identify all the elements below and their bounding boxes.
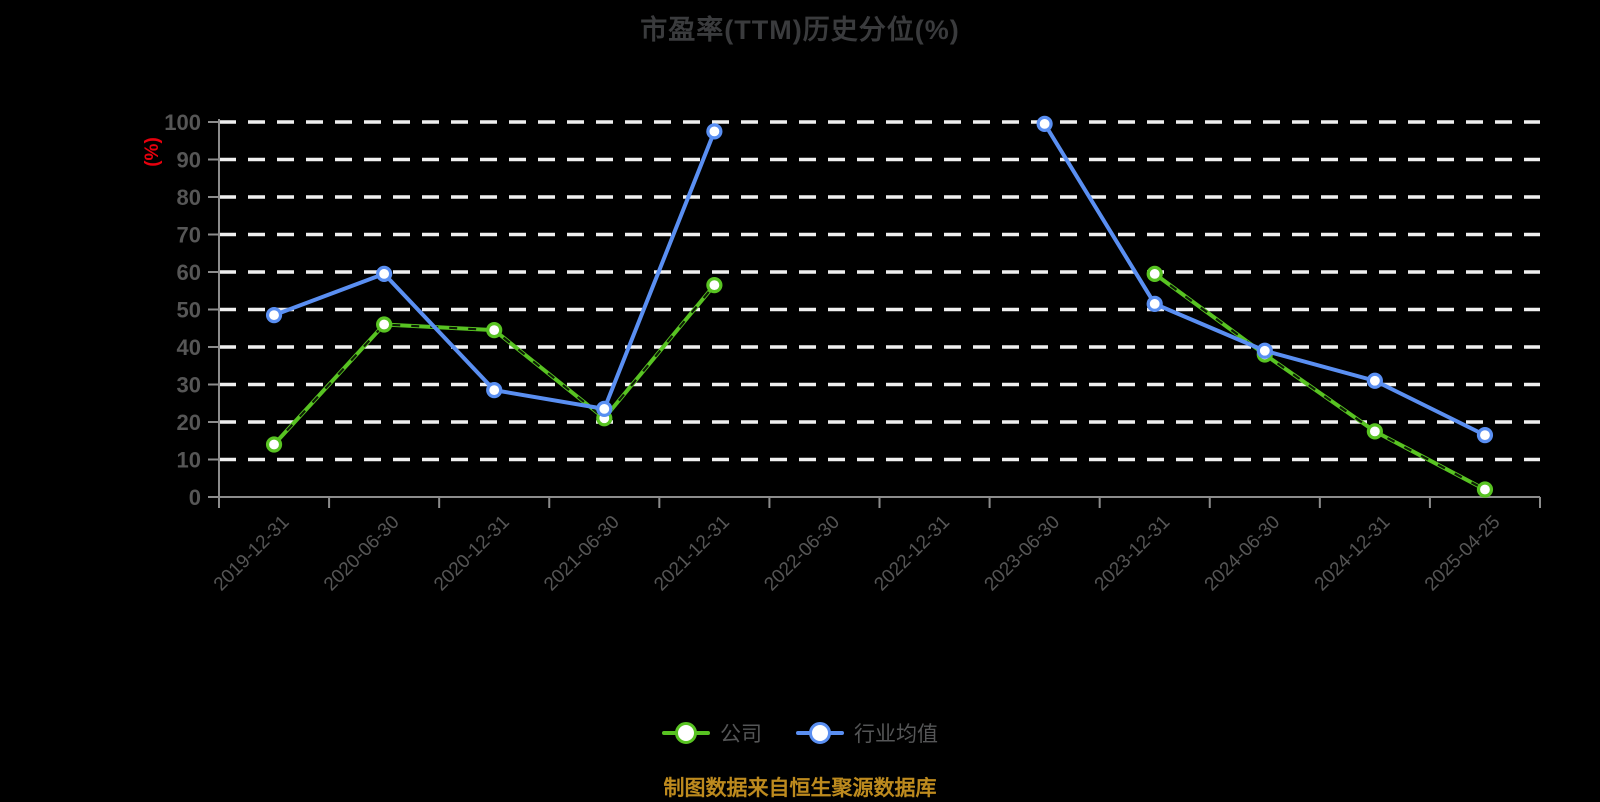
y-axis-tick-label: 30 [177, 373, 201, 398]
data-point-marker [596, 400, 613, 417]
x-axis-tick-label: 2023-12-31 [1091, 512, 1175, 596]
legend-item-industry-average[interactable]: 行业均值 [796, 718, 938, 748]
x-axis-tick-label: 2020-12-31 [430, 512, 514, 596]
y-axis-tick-label: 60 [177, 260, 201, 285]
data-point-marker [706, 277, 723, 294]
x-axis-tick-label: 2024-12-31 [1311, 512, 1395, 596]
data-point-marker [486, 322, 503, 339]
axes: 0 10 20 30 40 50 60 70 80 90 100 2019-12-31 2020-06-… [164, 110, 1541, 596]
x-axis-tick-label: 2021-06-30 [540, 512, 624, 596]
y-axis-tick-label: 0 [189, 485, 201, 510]
data-point-marker [1146, 295, 1163, 312]
y-axis-tick-label: 40 [177, 335, 201, 360]
x-axis-tick-label: 2020-06-30 [320, 512, 404, 596]
y-axis-tick-label: 10 [177, 448, 201, 473]
y-axis-tick-label: 80 [177, 185, 201, 210]
x-axis-tick-label: 2021-12-31 [650, 512, 734, 596]
data-point-marker [1256, 342, 1273, 359]
y-axis-tick-label: 70 [177, 223, 201, 248]
data-point-marker [1476, 481, 1494, 498]
series-0-line [265, 265, 1494, 498]
x-axis-tick-label: 2023-06-30 [981, 512, 1065, 596]
data-point-marker [376, 316, 393, 333]
legend-label-industry-average: 行业均值 [854, 723, 938, 746]
data-point-marker [1036, 115, 1053, 132]
y-axis-tick-label: 20 [177, 410, 201, 435]
data-point-marker [1146, 265, 1163, 282]
y-axis-tick-label: 50 [177, 298, 201, 323]
industry-line-marker-icon [796, 722, 844, 744]
legend-item-company[interactable]: 公司 [662, 718, 762, 748]
data-point-marker [486, 382, 503, 399]
data-point-marker [1366, 372, 1383, 389]
series-1-line [265, 115, 1494, 444]
company-line-marker-icon [662, 722, 710, 744]
y-axis-tick-label: 100 [164, 110, 201, 135]
legend-label-company: 公司 [720, 723, 762, 746]
data-point-marker [265, 307, 283, 324]
data-source-caption: 制图数据来自恒生聚源数据库 [663, 777, 937, 800]
y-axis-tick-label: 90 [177, 148, 201, 173]
x-axis-tick-label: 2019-12-31 [210, 512, 294, 596]
x-axis-tick-label: 2024-06-30 [1201, 512, 1285, 596]
x-axis-tick-label: 2022-12-31 [870, 512, 954, 596]
data-point-marker [1366, 423, 1383, 440]
data-point-marker [376, 265, 393, 282]
chart-title: 市盈率(TTM)历史分位(%) [640, 15, 960, 45]
data-point-marker [265, 436, 283, 453]
x-axis-tick-label: 2022-06-30 [760, 512, 844, 596]
chart-legend: 公司 行业均值 [0, 718, 1600, 748]
data-point-marker [1476, 427, 1494, 444]
data-point-marker [706, 123, 723, 140]
x-axis-tick-label: 2025-04-25 [1421, 512, 1505, 596]
